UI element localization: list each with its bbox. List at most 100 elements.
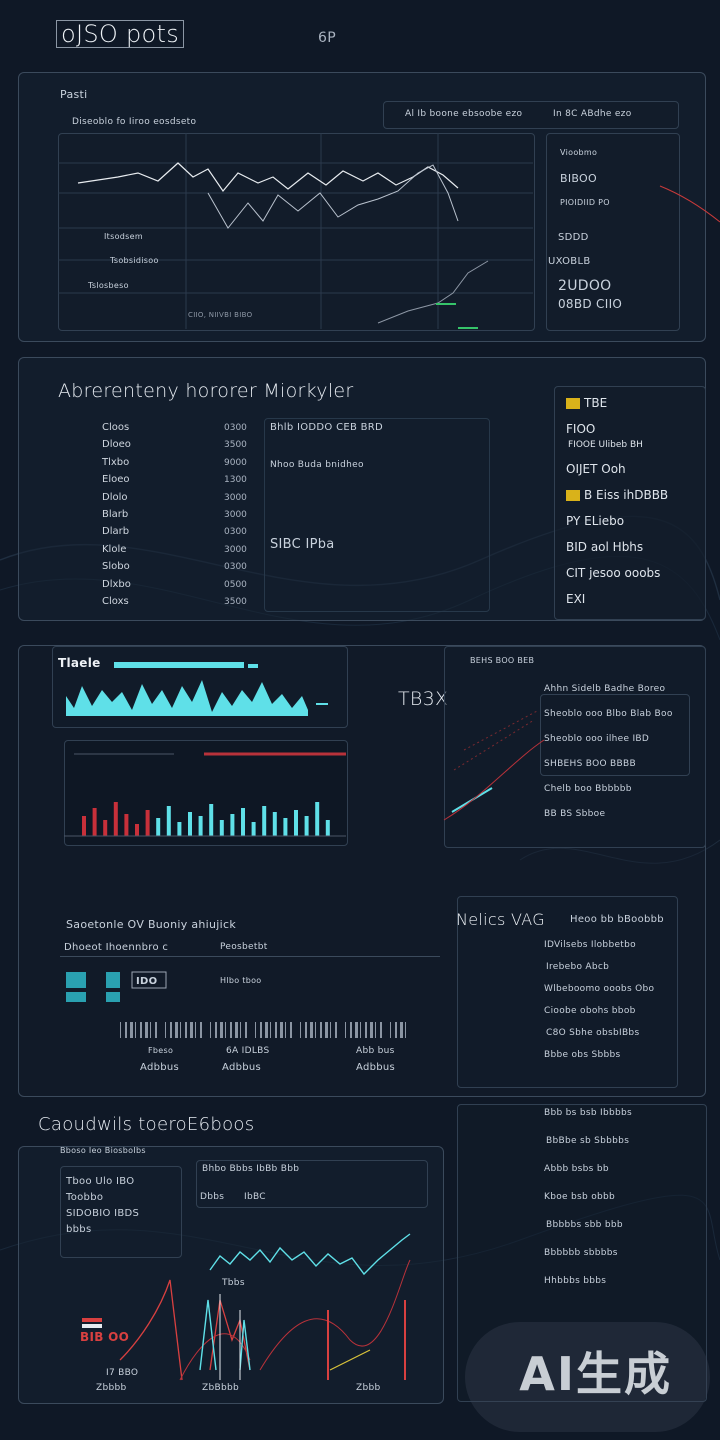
legend-item[interactable]: PY ELiebo — [566, 514, 624, 528]
signal-list-item[interactable]: Sheoblo ooo ilhee IBD — [544, 734, 650, 744]
legend-label: B Eiss ihDBBB — [584, 488, 669, 502]
barcode-stripe — [350, 1022, 352, 1038]
panel1-right-item[interactable]: 2UDOO — [558, 278, 612, 294]
panel1-right-item[interactable]: SDDD — [558, 232, 589, 243]
monitor-row-label[interactable]: Dlolo — [102, 491, 128, 503]
barcode-stripe — [370, 1022, 373, 1038]
barcode-stripe — [220, 1022, 223, 1038]
panel3-big-code: TB3X — [398, 688, 449, 710]
metrics-list-item[interactable]: Abbb bsbs bb — [544, 1164, 609, 1174]
metrics-list-item[interactable]: C8O Sbhe obsbIBbs — [546, 1028, 640, 1038]
panel3-col-b-value: Hlbo tboo — [220, 976, 262, 985]
watermark-backdrop — [465, 1322, 710, 1432]
trend-list-item[interactable]: SIDOBIO IBDS — [66, 1208, 140, 1219]
metrics-list-item[interactable]: BbBbe sb Sbbbbs — [546, 1136, 630, 1146]
barcode-stripe — [175, 1022, 178, 1038]
header-mark: 6P — [318, 30, 336, 46]
panel1-right-title: In 8C ABdhe ezo — [553, 109, 632, 119]
panel3-right-inner — [540, 694, 690, 776]
legend-item[interactable]: B Eiss ihDBBB — [566, 488, 668, 502]
trend-list-item[interactable]: Tboo Ulo IBO — [66, 1176, 135, 1187]
monitor-row-value: 3500 — [224, 440, 247, 451]
legend-label: OIJET Ooh — [566, 462, 626, 476]
monitor-row-label[interactable]: Dlxbo — [102, 578, 131, 590]
barcode-stripe — [180, 1022, 181, 1038]
legend-item[interactable]: EXI — [566, 592, 585, 606]
panel5-chart-header — [196, 1160, 428, 1208]
monitor-row-label[interactable]: Cloxs — [102, 596, 129, 607]
barcode-stripe — [360, 1022, 361, 1038]
panel4-card — [457, 896, 678, 1088]
barcode-stripe — [310, 1022, 313, 1038]
monitor-row-label[interactable]: Dlarb — [102, 526, 130, 538]
barcode-stripe — [335, 1022, 337, 1038]
legend-item[interactable]: CIT jesoo ooobs — [566, 566, 660, 580]
legend-item[interactable]: OIJET Ooh — [566, 462, 626, 476]
panel1-right-item[interactable]: Vioobmo — [560, 148, 598, 157]
panel3-status-blocks — [66, 971, 167, 1002]
panel3-waveform[interactable] — [52, 646, 346, 726]
metrics-list-item[interactable]: Irebebo Abcb — [546, 962, 610, 972]
signal-list-item[interactable]: Ahhn Sidelb Badhe Boreo — [544, 684, 666, 694]
panel3-stat-label: IDO — [136, 976, 158, 987]
monitor-row-label[interactable]: Eloeo — [102, 474, 130, 486]
metrics-list-item[interactable]: Kboe bsb obbb — [544, 1192, 616, 1202]
signal-list-item[interactable]: Chelb boo Bbbbbb — [544, 784, 632, 794]
signal-bar — [124, 814, 129, 836]
panel1-chart-area[interactable] — [58, 133, 535, 331]
panel1-red-streak — [659, 185, 720, 223]
panel3-footer-e: Adbbus — [222, 1062, 262, 1073]
monitor-row-label[interactable]: Cloos — [102, 422, 130, 433]
metrics-list-item[interactable]: Cioobe obohs bbob — [544, 1006, 636, 1016]
monitor-row-label[interactable]: Klole — [102, 543, 127, 555]
panel3-section-title: Saoetonle OV Buoniy ahiujick — [66, 918, 236, 931]
trend-list-item[interactable]: bbbs — [66, 1224, 92, 1235]
panel1-axis-note: CIIO, NIIVBI BIBO — [188, 311, 253, 319]
panel1-right-item[interactable]: 08BD CIIO — [558, 297, 623, 311]
monitor-row-value: 0300 — [224, 527, 247, 538]
metrics-list-item[interactable]: Bbbe obs Sbbbs — [544, 1050, 621, 1060]
signal-list-item[interactable]: BB BS Sbboe — [544, 809, 606, 819]
panel3-footer-d: Adbbus — [140, 1062, 180, 1073]
legend-item[interactable]: BID aol Hbhs — [566, 540, 643, 554]
barcode-stripe — [140, 1022, 142, 1038]
monitor-row-label[interactable]: Slobo — [102, 561, 130, 573]
monitor-row-label[interactable]: Tlxbo — [102, 456, 130, 468]
signal-bar — [103, 820, 108, 836]
metrics-list-item[interactable]: Bbbbbb sbbbbs — [544, 1248, 618, 1258]
metrics-list-item[interactable]: IDVilsebs Ilobbetbo — [544, 940, 636, 950]
panel5-footer-c: ZbBbbb — [202, 1383, 239, 1393]
panel3-bar-card[interactable] — [64, 740, 348, 846]
legend-label: EXI — [566, 592, 586, 606]
legend-item[interactable]: FIOO — [566, 422, 595, 436]
barcode-stripe — [265, 1022, 268, 1038]
panel5-chart-title: Bhbo Bbbs IbBb Bbb — [202, 1164, 300, 1174]
panel2-legend — [554, 386, 706, 620]
app-logo[interactable]: oJSO pots — [56, 20, 185, 48]
panel1-right-item[interactable]: PIOIDIID PO — [560, 198, 610, 207]
metrics-list-item[interactable]: Bbbbbs sbb bbb — [546, 1220, 623, 1230]
panel3-bar-chart[interactable] — [64, 740, 346, 860]
panel5-line-chart[interactable] — [60, 1220, 430, 1381]
barcode-stripe — [195, 1022, 196, 1038]
signal-bar — [177, 822, 182, 836]
metrics-list-item[interactable]: Wlbeboomo ooobs Obo — [544, 984, 655, 994]
signal-list-item[interactable]: Sheoblo ooo Blbo Blab Boo — [544, 709, 673, 719]
panel1-right-item[interactable]: UXOBLB — [548, 256, 591, 267]
monitor-row-label[interactable]: Dloeo — [102, 439, 131, 451]
panel3-barcode — [120, 1022, 406, 1038]
monitor-row-value: 3000 — [224, 510, 247, 520]
barcode-stripe — [345, 1022, 346, 1038]
monitor-row-label[interactable]: Blarb — [102, 509, 129, 520]
trend-list-item[interactable]: Toobbo — [66, 1192, 104, 1203]
barcode-stripe — [300, 1022, 301, 1038]
barcode-stripe — [380, 1022, 382, 1038]
panel1-right-item[interactable]: BIBOO — [560, 172, 597, 185]
panel1-line-chart[interactable] — [58, 133, 533, 329]
monitor-row-value: 3000 — [224, 544, 247, 555]
signal-list-item[interactable]: SHBEHS BOO BBBB — [544, 759, 636, 769]
metrics-list-item[interactable]: Bbb bs bsb Ibbbbs — [544, 1108, 632, 1118]
legend-item[interactable]: TBE — [566, 396, 607, 410]
panel3-col-b: Peosbetbt — [220, 942, 268, 952]
metrics-list-item[interactable]: Hhbbbs bbbs — [544, 1276, 607, 1286]
